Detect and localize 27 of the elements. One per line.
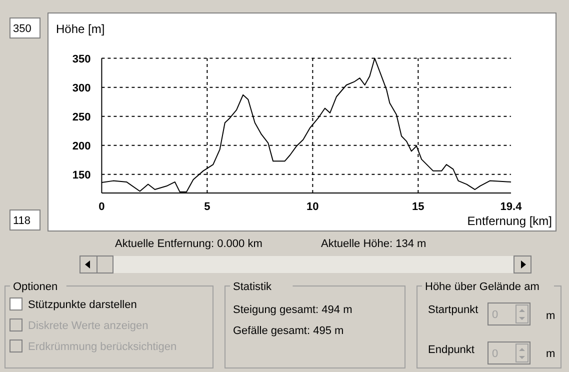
y-tick-label: 300 bbox=[72, 82, 91, 94]
text: 350 bbox=[13, 23, 32, 35]
text: Aktuelle Höhe: 134 m bbox=[321, 238, 426, 250]
y-axis-title: Höhe [m] bbox=[56, 22, 105, 36]
x-tick-label: 15 bbox=[412, 201, 424, 213]
text: m bbox=[546, 310, 556, 322]
text: 118 bbox=[13, 215, 31, 227]
text: Startpunkt bbox=[428, 304, 478, 316]
text: m bbox=[546, 348, 556, 360]
text: Gefälle gesamt: 495 m bbox=[233, 325, 344, 337]
line-series bbox=[101, 58, 512, 192]
text: Statistik bbox=[233, 281, 272, 293]
y-tick-label: 200 bbox=[72, 140, 91, 152]
x-axis-title: Entfernung [km] bbox=[467, 214, 552, 228]
y-tick-label: 150 bbox=[72, 169, 91, 182]
y-tick-label: 250 bbox=[72, 111, 91, 124]
x-tick-label: 19.4 bbox=[500, 201, 523, 213]
y-tick-label: 350 bbox=[72, 53, 91, 66]
text: Steigung gesamt: 494 m bbox=[233, 304, 352, 316]
text: Höhe über Gelände am bbox=[425, 281, 540, 293]
x-tick-label: 0 bbox=[98, 201, 105, 213]
text: Stützpunkte darstellen bbox=[28, 299, 137, 311]
x-tick-label: 10 bbox=[306, 201, 319, 213]
text: Endpunkt bbox=[428, 344, 474, 356]
text: Optionen bbox=[13, 281, 58, 293]
x-tick-label: 5 bbox=[204, 201, 210, 213]
text: Aktuelle Entfernung: 0.000 km bbox=[115, 238, 262, 250]
